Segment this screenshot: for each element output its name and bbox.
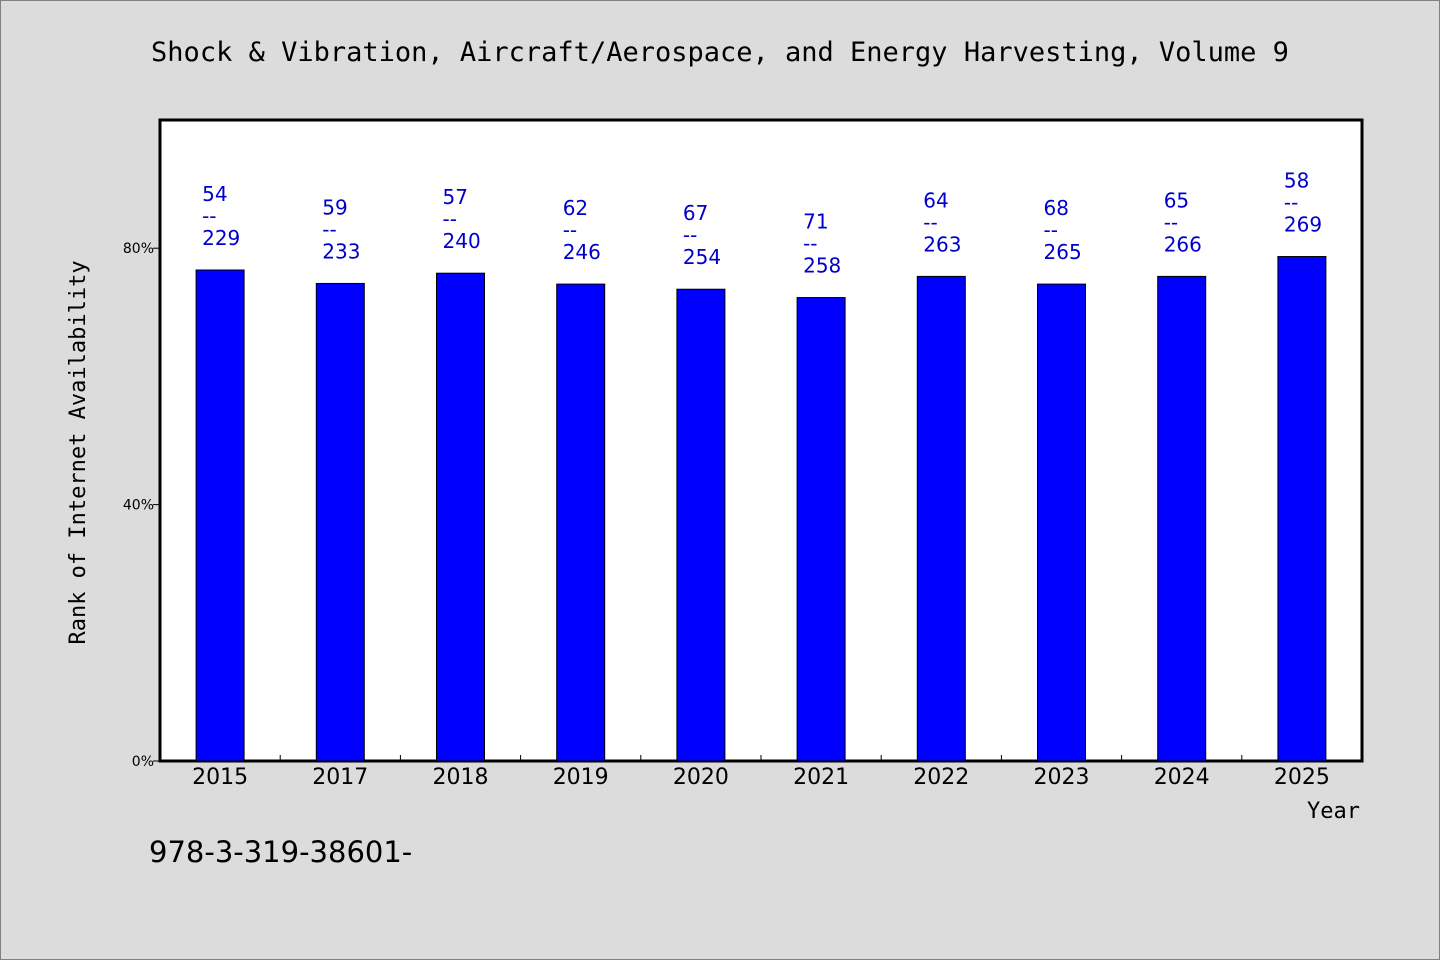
- bar-data-label: --: [443, 207, 457, 231]
- bar-data-label: 240: [443, 229, 481, 253]
- bar-data-label: 254: [683, 245, 721, 269]
- bar: [796, 297, 846, 762]
- x-tick-label: 2021: [793, 765, 849, 790]
- x-tick-label: 2017: [312, 765, 368, 790]
- y-axis-label: Rank of Internet Availability: [66, 260, 91, 644]
- bar-data-label: 58: [1284, 169, 1309, 193]
- bar-data-label: 65: [1164, 188, 1189, 212]
- bars-group: 54--22959--23357--24062--24667--25471--2…: [195, 169, 1327, 762]
- bar-data-label: 246: [563, 240, 601, 264]
- bar-data-label: --: [683, 223, 697, 247]
- bar-data-label: 269: [1284, 213, 1322, 237]
- y-tick-label: 80%: [123, 241, 154, 257]
- bar-data-label: 68: [1044, 196, 1069, 220]
- bar-data-label: 258: [803, 254, 841, 278]
- y-tick-label: 40%: [123, 498, 154, 514]
- x-tick-label: 2025: [1274, 765, 1330, 790]
- bar-data-label: --: [202, 204, 216, 228]
- x-tick-label: 2024: [1154, 765, 1210, 790]
- bar-data-label: --: [322, 217, 336, 241]
- bar: [1157, 275, 1207, 762]
- bar-data-label: 266: [1164, 232, 1202, 256]
- bar: [436, 272, 485, 762]
- bar-data-label: --: [923, 210, 937, 234]
- bar-data-label: --: [1044, 218, 1058, 242]
- bar: [1277, 256, 1327, 762]
- bar: [676, 288, 726, 762]
- x-tick-label: 2022: [913, 765, 969, 790]
- bar-data-label: 265: [1044, 240, 1082, 264]
- y-axis: 0% 40% 80%: [123, 241, 160, 770]
- bar-data-label: 71: [803, 210, 828, 234]
- bar-data-label: --: [563, 218, 577, 242]
- bar-data-label: --: [1284, 191, 1298, 215]
- bar-data-label: 229: [202, 226, 240, 250]
- bar: [556, 283, 606, 762]
- bar-data-label: 263: [923, 232, 961, 256]
- bar-data-label: 57: [443, 185, 468, 209]
- chart-title: Shock & Vibration, Aircraft/Aerospace, a…: [151, 37, 1289, 68]
- x-tick-label: 2018: [433, 765, 489, 790]
- bar-data-label: --: [803, 232, 817, 256]
- x-axis-label: Year: [1307, 799, 1360, 824]
- x-tick-label: 2015: [192, 765, 248, 790]
- bar-data-label: 59: [322, 195, 347, 219]
- x-axis: 2015 2017 2018 2019 2020 2021 2022 2023 2024 2025: [192, 755, 1330, 790]
- x-tick-label: 2019: [553, 765, 609, 790]
- bar: [1037, 283, 1086, 762]
- isbn-text: 978-3-319-38601-: [149, 835, 413, 869]
- x-tick-label: 2020: [673, 765, 729, 790]
- bar-data-label: 64: [923, 188, 948, 212]
- bar-data-label: 62: [563, 196, 588, 220]
- y-tick-label: 0%: [132, 754, 154, 770]
- bar: [315, 282, 365, 762]
- bar: [916, 275, 966, 762]
- x-tick-label: 2023: [1034, 765, 1090, 790]
- bar-data-label: 54: [202, 182, 227, 206]
- bar-data-label: --: [1164, 210, 1178, 234]
- bar-data-label: 67: [683, 201, 708, 225]
- bar-data-label: 233: [322, 239, 360, 263]
- bar: [195, 269, 245, 762]
